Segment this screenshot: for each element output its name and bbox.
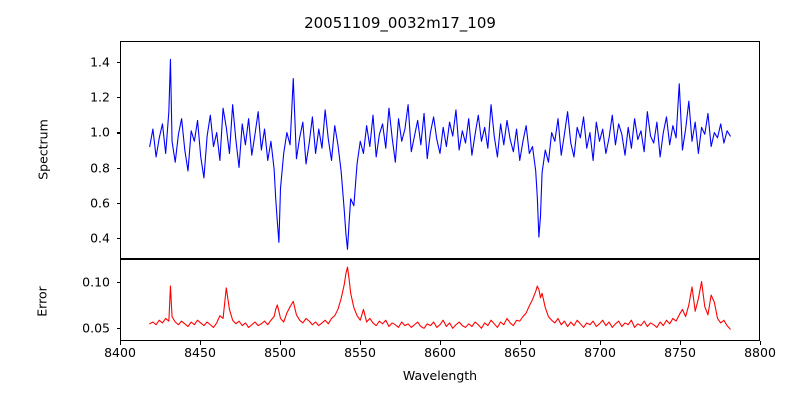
y-axis-label-error: Error — [34, 286, 50, 317]
y-tick-label: 0.05 — [82, 320, 110, 336]
x-tick-mark — [520, 341, 522, 345]
x-tick-label: 8700 — [584, 345, 616, 360]
error-panel — [120, 259, 760, 341]
x-tick-label: 8600 — [424, 345, 456, 360]
x-axis-label: Wavelength — [402, 368, 478, 383]
y-tick-label: 1.0 — [90, 124, 110, 140]
x-tick-mark — [680, 341, 682, 345]
x-tick-label: 8800 — [744, 345, 776, 360]
spectrum-trace — [149, 58, 731, 250]
error-trace — [149, 266, 731, 330]
x-tick-label: 8650 — [504, 345, 536, 360]
x-tick-label: 8750 — [664, 345, 696, 360]
x-tick-mark — [760, 341, 762, 345]
x-tick-mark — [600, 341, 602, 345]
y-tick-label: 0.8 — [90, 160, 110, 176]
y-tick-label: 1.4 — [90, 54, 110, 70]
y-tick-label: 0.10 — [82, 274, 110, 290]
y-tick-label: 0.6 — [90, 195, 110, 211]
x-tick-mark — [280, 341, 282, 345]
x-tick-mark — [360, 341, 362, 345]
spectrum-panel — [120, 41, 760, 259]
y-axis-label-spectrum: Spectrum — [35, 119, 51, 180]
y-tick-label: 1.2 — [90, 89, 110, 105]
spectrum-line-plot — [149, 58, 731, 250]
x-tick-mark — [440, 341, 442, 345]
page-title: 20051109_0032m17_109 — [304, 14, 496, 32]
x-tick-mark — [200, 341, 202, 345]
x-tick-mark — [120, 341, 122, 345]
x-tick-label: 8400 — [104, 345, 136, 360]
error-line-plot — [149, 266, 731, 330]
x-tick-label: 8450 — [184, 345, 216, 360]
x-tick-label: 8500 — [264, 345, 296, 360]
y-tick-label: 0.4 — [90, 230, 110, 246]
x-tick-label: 8550 — [344, 345, 376, 360]
